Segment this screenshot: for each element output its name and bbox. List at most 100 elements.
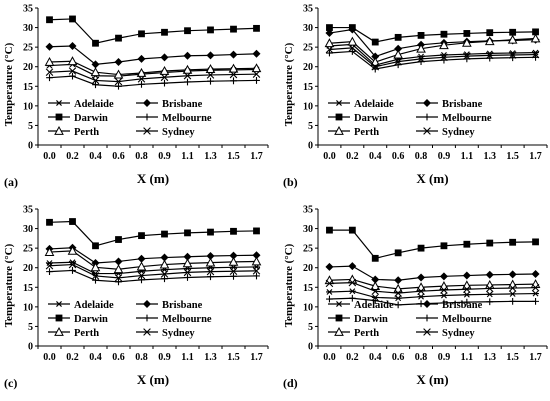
y-axis-title: Temperature (°C) — [3, 42, 15, 126]
series-adelaide — [326, 288, 539, 302]
series-line — [49, 60, 257, 76]
data-point — [230, 272, 237, 280]
data-point — [371, 275, 380, 284]
series-line — [329, 281, 536, 294]
x-tick-label: 0.8 — [135, 352, 148, 363]
data-point — [439, 40, 449, 50]
data-point — [138, 276, 145, 284]
data-point — [183, 268, 192, 277]
legend-marker — [423, 314, 431, 322]
data-point — [394, 301, 402, 309]
legend-marker — [143, 99, 151, 107]
data-point — [207, 26, 214, 34]
data-point — [136, 67, 147, 77]
legend-label: Adelaide — [354, 99, 394, 110]
data-point — [439, 272, 448, 281]
data-point — [183, 51, 192, 60]
x-axis-title: X (m) — [416, 171, 448, 186]
data-point — [348, 288, 356, 295]
x-tick-label: 0.8 — [415, 151, 428, 162]
legend-label: Sydney — [162, 328, 195, 339]
data-point — [207, 273, 214, 281]
data-point — [394, 276, 403, 285]
legend-marker — [54, 326, 64, 336]
data-point — [137, 75, 146, 83]
data-point — [161, 230, 168, 238]
data-point — [136, 261, 147, 271]
data-point — [530, 33, 541, 43]
series-line — [49, 70, 257, 83]
panel-label: (d) — [283, 376, 298, 390]
data-point — [92, 81, 99, 89]
x-tick-label: 1.1 — [181, 352, 194, 363]
x-tick-label: 0.8 — [135, 151, 148, 162]
data-point — [417, 55, 425, 63]
data-point — [137, 254, 146, 263]
legend-label: Sydney — [442, 328, 475, 339]
data-point — [394, 295, 402, 302]
x-axis-title: X (m) — [137, 171, 169, 186]
data-point — [326, 226, 333, 234]
data-point — [207, 77, 214, 85]
legend-label: Adelaide — [354, 300, 394, 311]
x-tick-label: 1.1 — [181, 151, 194, 162]
data-point — [253, 24, 260, 32]
data-point — [326, 289, 333, 295]
x-tick-label: 1.5 — [227, 352, 240, 363]
x-axis-title: X (m) — [416, 372, 448, 387]
data-point — [69, 218, 76, 225]
x-tick-label: 1.5 — [506, 151, 519, 162]
y-tick-label: 30 — [23, 23, 33, 34]
series-perth — [44, 56, 262, 79]
data-point — [44, 56, 55, 66]
x-tick-label: 0.2 — [66, 151, 79, 162]
x-tick-label: 0.2 — [346, 352, 359, 363]
y-tick-label: 5 — [28, 322, 33, 333]
series-line — [49, 75, 257, 87]
data-point — [324, 38, 335, 48]
data-point — [532, 238, 539, 246]
series-perth — [44, 245, 262, 274]
panel-label: (b) — [283, 175, 298, 189]
data-point — [509, 28, 517, 36]
data-point — [138, 232, 145, 240]
y-tick-label: 15 — [23, 283, 33, 294]
data-point — [138, 30, 145, 38]
data-point — [228, 256, 239, 266]
data-point — [371, 254, 379, 262]
y-axis-title: Temperature (°C) — [3, 243, 15, 327]
legend-item: Perth — [48, 125, 99, 138]
data-point — [463, 298, 471, 306]
legend-marker — [143, 328, 151, 336]
data-point — [67, 245, 78, 255]
x-tick-label: 0.6 — [112, 352, 125, 363]
legend-marker — [143, 314, 151, 322]
x-tick-label: 0.9 — [158, 352, 171, 363]
legend-item: Melbourne — [136, 113, 212, 124]
data-point — [113, 69, 124, 79]
legend-marker — [143, 127, 151, 135]
y-tick-label: 15 — [303, 82, 313, 93]
series-perth — [324, 274, 541, 293]
y-tick-label: 30 — [23, 224, 33, 235]
series-line — [329, 290, 536, 299]
data-point — [114, 274, 123, 282]
data-point — [371, 38, 379, 46]
data-point — [417, 273, 426, 282]
data-point — [348, 294, 356, 302]
data-point — [394, 44, 403, 53]
series-line — [49, 63, 257, 77]
series-darwin — [46, 218, 260, 250]
legend-item: Darwin — [328, 314, 388, 325]
data-point — [92, 276, 99, 284]
series-line — [329, 50, 536, 70]
data-point — [46, 16, 53, 24]
legend-marker — [423, 127, 431, 135]
data-point — [69, 267, 76, 274]
data-point — [91, 60, 100, 69]
series-brisbane — [45, 41, 261, 69]
x-tick-label: 1.7 — [529, 151, 542, 162]
data-point — [230, 77, 237, 85]
data-point — [91, 76, 100, 85]
legend-marker — [423, 113, 431, 121]
